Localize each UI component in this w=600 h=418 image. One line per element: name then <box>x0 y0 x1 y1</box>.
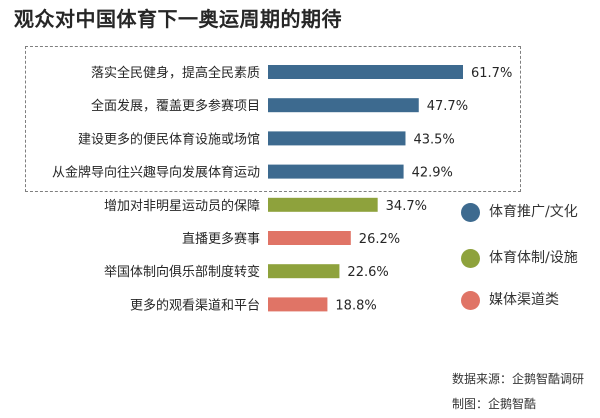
bar <box>268 65 463 79</box>
value-label: 61.7% <box>471 66 512 81</box>
chart-title: 观众对中国体育下一奥运周期的期待 <box>14 7 342 31</box>
value-label: 22.6% <box>347 265 388 280</box>
legend-label-system: 体育体制/设施 <box>489 250 578 266</box>
bar <box>268 297 328 312</box>
category-label: 直播更多赛事 <box>182 231 260 247</box>
legend-dot-system <box>461 249 480 268</box>
bar <box>268 164 404 179</box>
highlight-box <box>25 46 521 192</box>
value-label: 26.2% <box>359 232 400 247</box>
legend-dot-promotion <box>461 203 480 222</box>
bar <box>268 131 406 146</box>
category-label: 更多的观看渠道和平台 <box>130 297 260 313</box>
value-label: 18.8% <box>335 298 376 313</box>
value-label: 47.7% <box>427 99 468 114</box>
category-label: 从金牌导向往兴趣导向发展体育运动 <box>52 165 260 181</box>
value-label: 43.5% <box>413 132 454 147</box>
legend-label-promotion: 体育推广/文化 <box>489 204 578 220</box>
chart-credit: 制图：企鹅智酷 <box>452 397 537 411</box>
category-label: 增加对非明星运动员的保障 <box>104 198 260 214</box>
legend-label-media: 媒体渠道类 <box>489 292 559 308</box>
data-source: 数据来源：企鹅智酷调研 <box>452 372 585 386</box>
category-label: 落实全民健身，提高全民素质 <box>91 65 260 81</box>
bar <box>268 197 378 212</box>
bar <box>268 264 340 279</box>
category-label: 建设更多的便民体育设施或场馆 <box>78 131 260 147</box>
category-label: 举国体制向俱乐部制度转变 <box>104 264 260 280</box>
bar <box>268 231 351 245</box>
value-label: 42.9% <box>412 166 453 181</box>
category-label: 全面发展，覆盖更多参赛项目 <box>91 98 260 114</box>
bar <box>268 98 419 113</box>
legend-dot-media <box>461 291 480 310</box>
value-label: 34.7% <box>386 199 427 214</box>
